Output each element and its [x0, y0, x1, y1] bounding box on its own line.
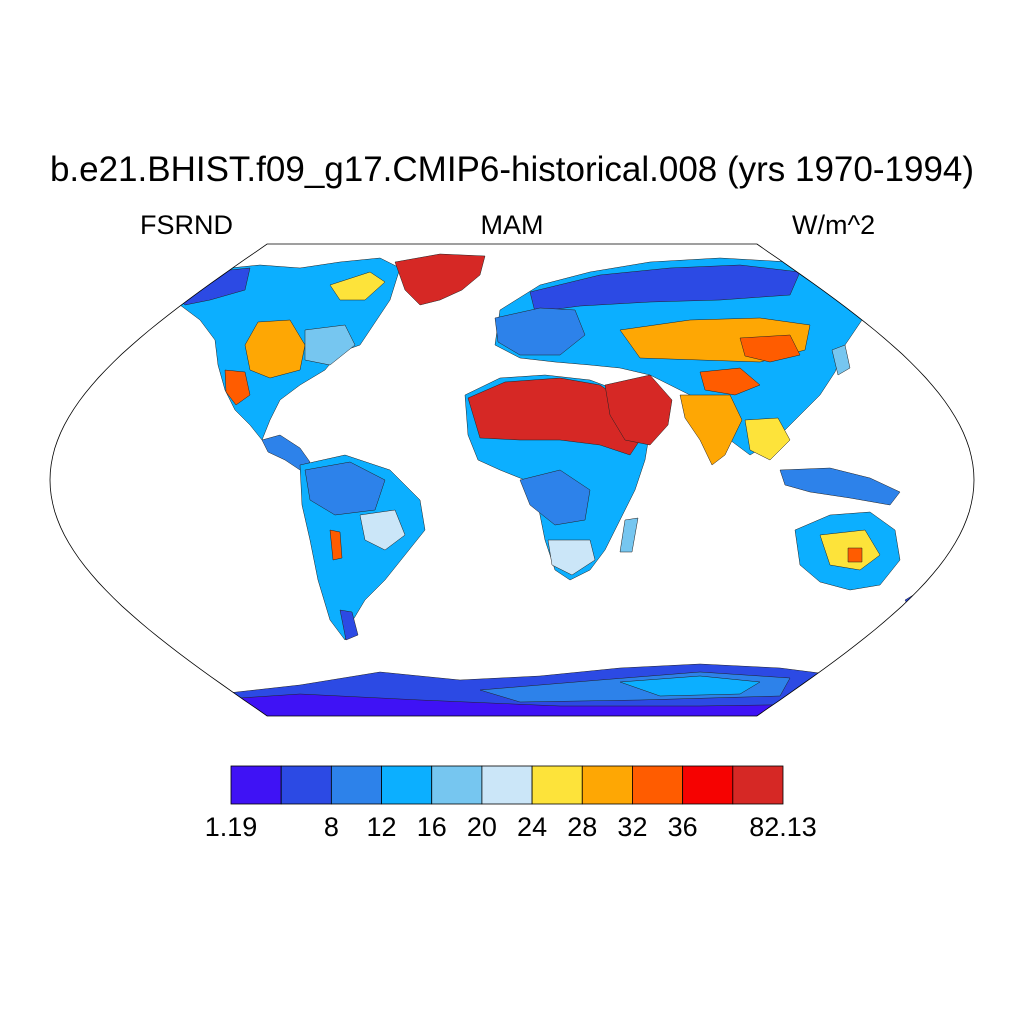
southeast-asia [744, 417, 791, 461]
na-desert-hot [224, 369, 251, 406]
indonesia [779, 467, 901, 506]
africa-central-low [519, 469, 591, 526]
antarctica-coast [209, 693, 831, 716]
colorbar-box [581, 765, 633, 805]
southern-africa [547, 539, 596, 576]
europe [494, 307, 586, 356]
patagonia [339, 609, 359, 641]
colorbar-boxes [230, 765, 784, 805]
colorbar-tick-label: 20 [466, 812, 497, 842]
colorbar-tick-label: 24 [517, 812, 548, 842]
map-border [49, 243, 975, 717]
brazil-pale [359, 509, 406, 551]
andes-warm [329, 529, 343, 561]
na-arctic-yellow [329, 271, 386, 301]
colorbar-tick-label: 1.19 [204, 812, 258, 842]
antarctica-plateau [619, 675, 761, 697]
colorbar-box [682, 765, 734, 805]
colorbar-box [230, 765, 282, 805]
sahara-hot [467, 377, 641, 456]
colorbar-box [381, 765, 433, 805]
japan [831, 344, 851, 376]
greenland [394, 253, 486, 306]
colorbar-tick-label: 36 [667, 812, 698, 842]
colorbar-box [431, 765, 483, 805]
colorbar-box [330, 765, 382, 805]
australia-hot [847, 547, 863, 563]
colorbar-box [632, 765, 684, 805]
colorbar-box [481, 765, 533, 805]
colorbar-tick-label: 28 [567, 812, 598, 842]
colorbar-tick-label: 32 [617, 812, 648, 842]
colorbar-box [280, 765, 332, 805]
colorbar-tick-label: 82.13 [749, 812, 817, 842]
arabia [604, 374, 673, 446]
na-east [304, 324, 356, 366]
tibet-hot [699, 367, 761, 396]
amazon-low [304, 461, 386, 516]
map-title: b.e21.BHIST.f09_g17.CMIP6-historical.008… [49, 150, 975, 189]
season-label: MAM [480, 210, 544, 240]
units-label: W/m^2 [792, 210, 876, 240]
colorbar-box [531, 765, 583, 805]
colorbar-box [732, 765, 784, 805]
india [679, 394, 743, 466]
colorbar-tick-label: 12 [366, 812, 397, 842]
variable-label: FSRND [140, 210, 233, 240]
map-land-field [169, 253, 941, 716]
colorbar-tick-label: 16 [416, 812, 447, 842]
madagascar [619, 517, 639, 553]
mongolia-hot [739, 334, 801, 363]
colorbar-tick-label: 8 [323, 812, 339, 842]
na-southwest-warm [244, 319, 306, 379]
siberia-low [529, 264, 801, 313]
